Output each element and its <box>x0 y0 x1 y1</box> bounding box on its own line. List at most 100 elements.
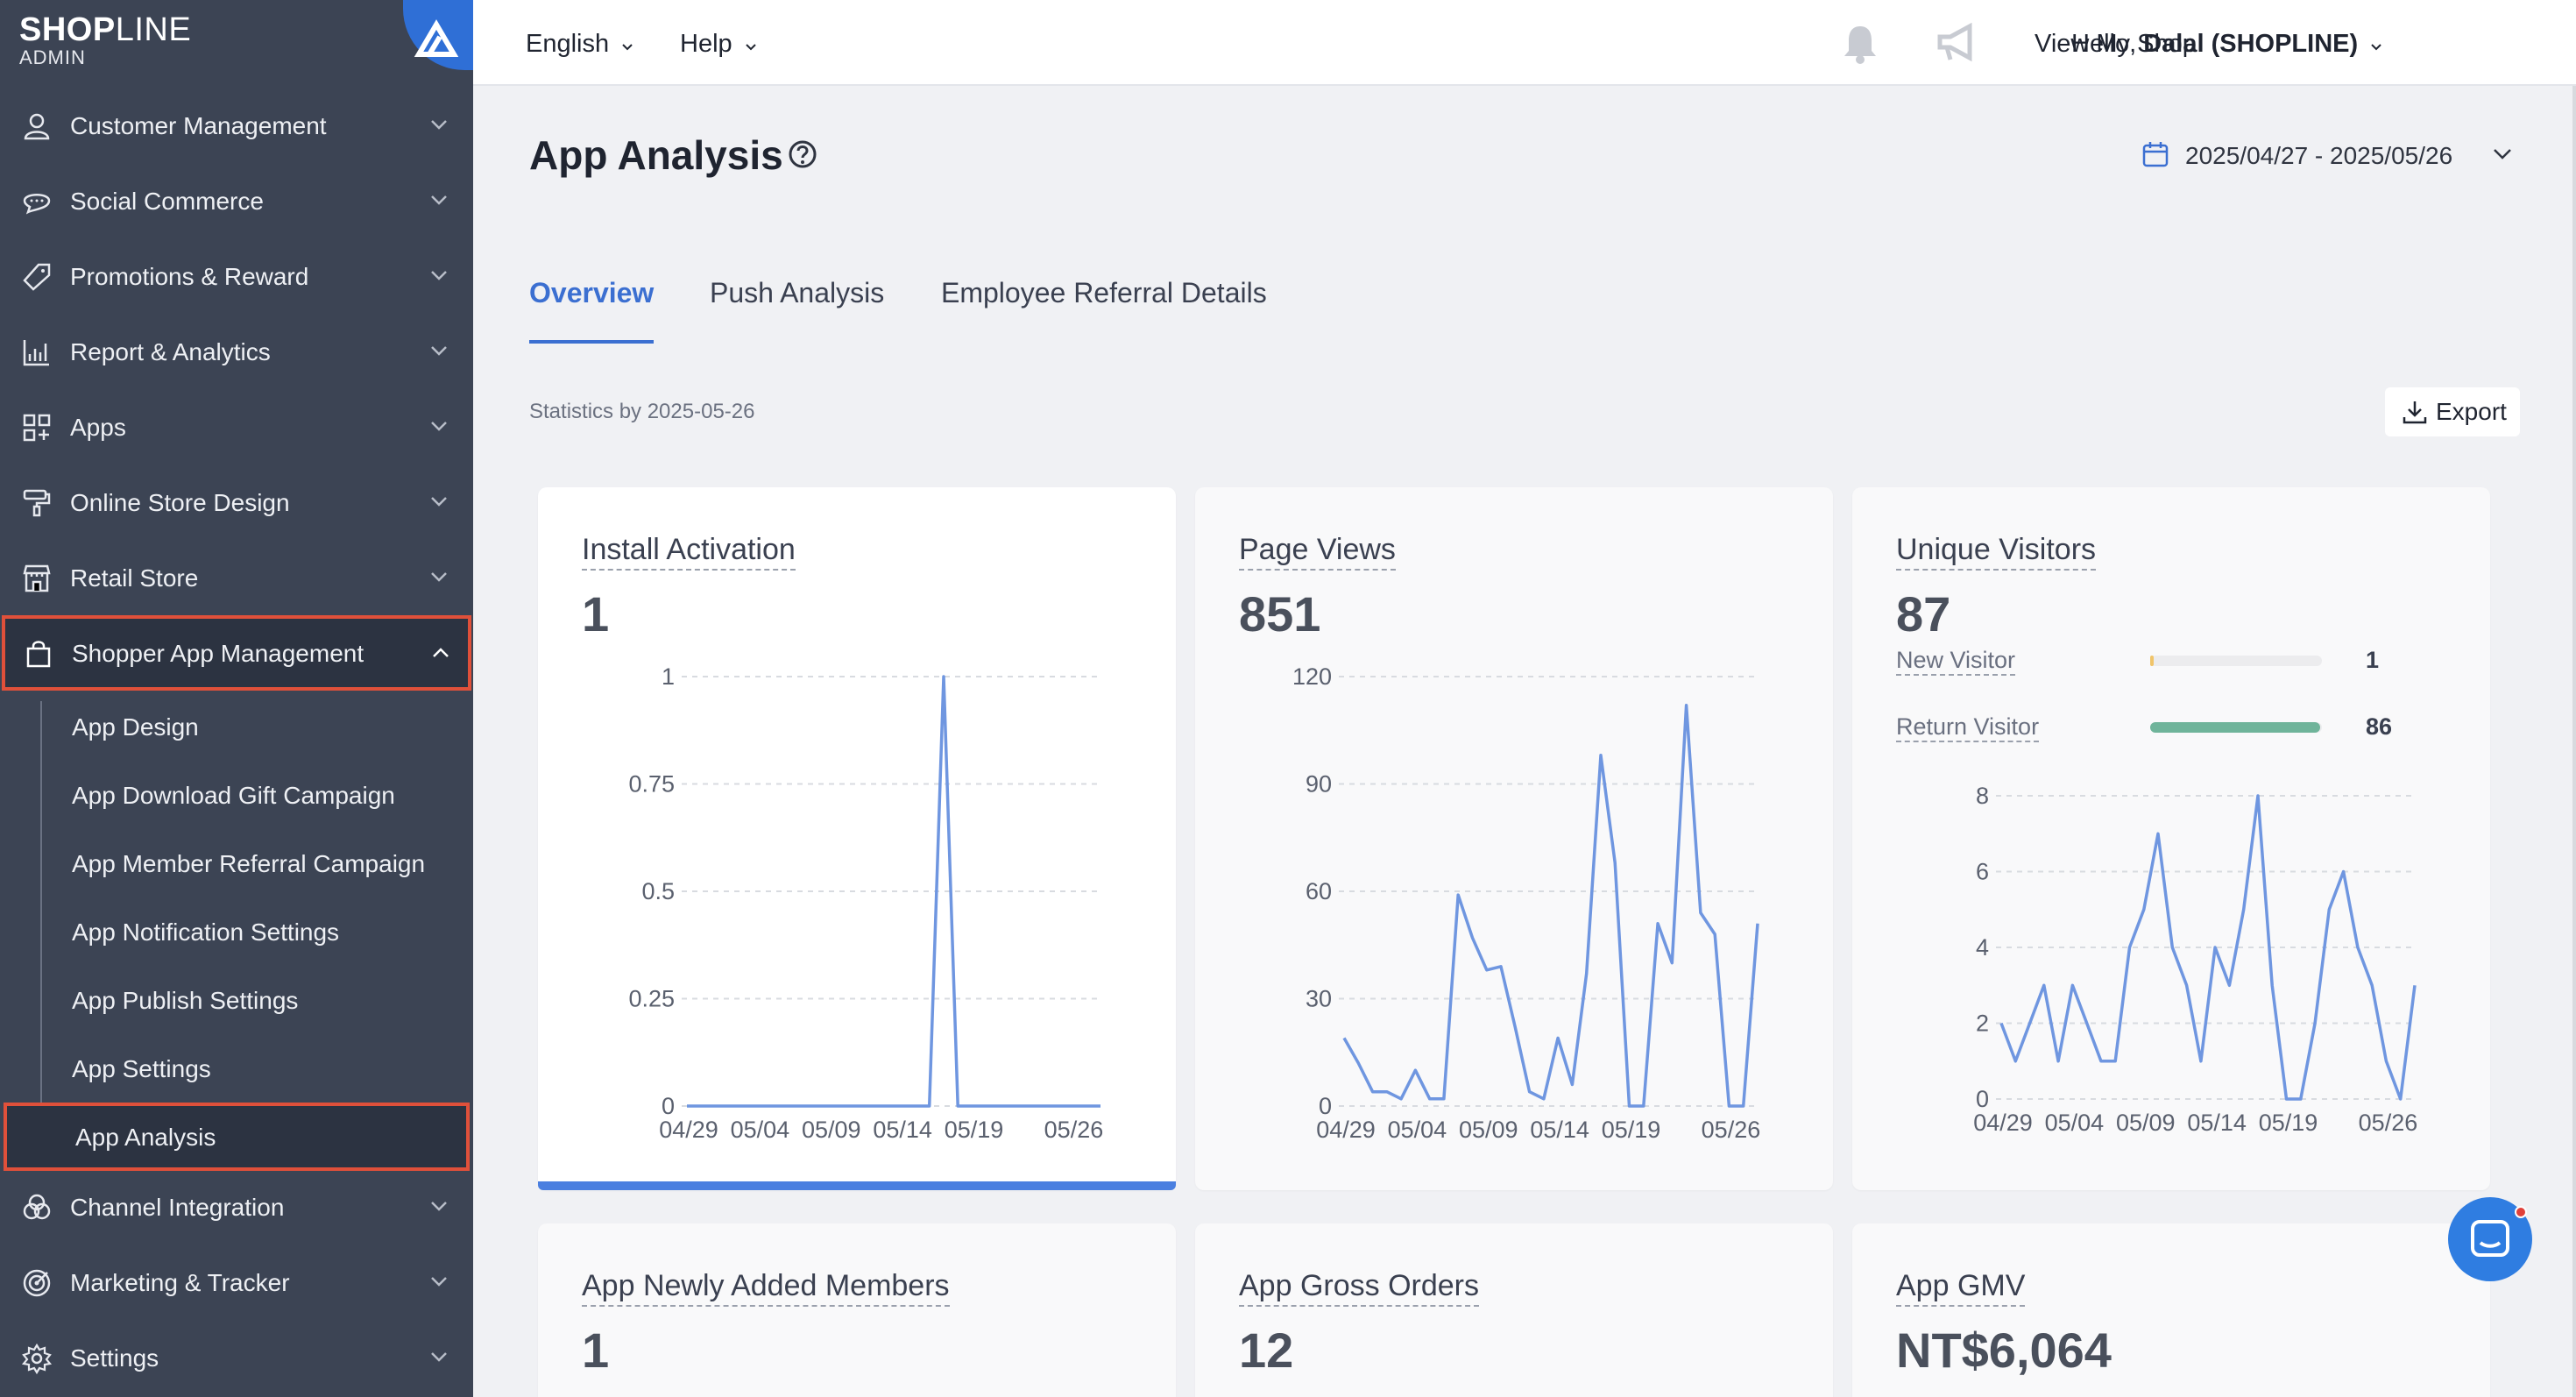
submenu-item-app-design[interactable]: App Design <box>0 692 473 761</box>
x-tick-label: 05/09 <box>802 1117 861 1143</box>
sidebar-item-channel-integration[interactable]: Channel Integration <box>0 1169 473 1245</box>
card-title: App Gross Orders <box>1239 1269 1479 1307</box>
megaphone-icon[interactable] <box>1935 23 1984 65</box>
new-visitor-label: New Visitor <box>1896 647 2016 676</box>
chevron-down-icon <box>2494 149 2511 160</box>
y-tick-label: 0.5 <box>641 878 675 904</box>
y-tick-label: 0 <box>1976 1086 1989 1112</box>
channels-icon <box>23 1194 51 1220</box>
install-activation-card[interactable]: Install Activation 1 0 0.25 0.5 0.75 1 04/29 0… <box>538 487 1176 1190</box>
chevron-down-icon <box>431 120 447 130</box>
submenu-item-label: App Analysis <box>75 1124 216 1151</box>
tab-overview[interactable]: Overview <box>529 277 655 308</box>
y-tick-label: 8 <box>1976 783 1989 809</box>
submenu-item-label: App Notification Settings <box>72 918 340 946</box>
x-tick-label: 05/14 <box>1530 1117 1589 1143</box>
sidebar-item-online-store-design[interactable]: Online Store Design <box>0 464 473 540</box>
tab-push-analysis[interactable]: Push Analysis <box>710 277 885 308</box>
sidebar-item-customer-management[interactable]: Customer Management <box>0 88 473 163</box>
chat-icon <box>2471 1220 2509 1257</box>
mountain-logo-icon <box>414 19 459 57</box>
calendar-icon <box>2142 142 2169 167</box>
question-circle-icon[interactable] <box>787 138 818 170</box>
gear-icon <box>21 1343 53 1374</box>
return-visitor-bar-fill <box>2150 722 2320 733</box>
submenu-item-label: App Download Gift Campaign <box>72 782 395 809</box>
help-label: Help <box>680 30 732 58</box>
x-tick-label: 05/19 <box>945 1117 1004 1143</box>
submenu-item-app-analysis[interactable]: App Analysis <box>4 1103 470 1171</box>
view-my-shop-link[interactable]: View My Shop <box>2035 30 2197 58</box>
page-views-card[interactable]: Page Views 851 0 30 60 90 120 04/29 05/04 05/09… <box>1195 487 1833 1190</box>
sidebar-item-promotions-and-reward[interactable]: Promotions & Reward <box>0 238 473 314</box>
return-visitor-value: 86 <box>2366 713 2393 740</box>
new-visitor-bar-fill <box>2150 656 2154 666</box>
top-bar: English Help View My Shop Hello, Dalal (… <box>473 0 2576 86</box>
submenu-item-app-download-gift-campaign[interactable]: App Download Gift Campaign <box>0 761 473 829</box>
sidebar-item-apps[interactable]: Apps <box>0 389 473 464</box>
x-tick-label: 05/26 <box>1702 1117 1761 1143</box>
page-views-chart: 0 30 60 90 120 04/29 05/04 05/09 05/14 05/19 05/26 <box>1292 663 1761 1143</box>
sidebar-item-retail-store[interactable]: Retail Store <box>0 540 473 615</box>
y-tick-label: 2 <box>1976 1011 1989 1037</box>
sidebar-item-marketing-and-tracker[interactable]: Marketing & Tracker <box>0 1245 473 1320</box>
tab-employee-referral-details[interactable]: Employee Referral Details <box>941 277 1267 308</box>
card-title: Install Activation <box>582 533 796 571</box>
shopline-logo[interactable]: SHOPLINE ADMIN <box>19 12 191 68</box>
chevron-down-icon <box>431 195 447 205</box>
help-menu[interactable]: Help <box>680 30 757 59</box>
user-name: Dalal (SHOPLINE) <box>2143 30 2359 58</box>
card-value: 1 <box>582 586 610 642</box>
submenu-item-app-notification-settings[interactable]: App Notification Settings <box>0 897 473 966</box>
x-tick-label: 05/19 <box>2259 1110 2318 1136</box>
card-value: NT$6,064 <box>1896 1323 2112 1378</box>
card-value: 1 <box>582 1323 610 1378</box>
x-tick-label: 05/14 <box>2187 1110 2247 1136</box>
bell-icon[interactable] <box>1840 23 1880 65</box>
x-tick-label: 05/04 <box>731 1117 790 1143</box>
sidebar-item-label: Report & Analytics <box>70 338 271 365</box>
x-tick-label: 05/26 <box>1044 1117 1104 1143</box>
bar-chart-icon <box>23 340 49 366</box>
export-button[interactable]: Export <box>2385 387 2520 436</box>
chevron-up-icon <box>433 648 449 657</box>
sidebar-item-settings[interactable]: Settings <box>0 1320 473 1395</box>
y-tick-label: 0.25 <box>628 986 675 1012</box>
sidebar-item-social-commerce[interactable]: Social Commerce <box>0 163 473 238</box>
app-gross-orders-card[interactable]: App Gross Orders 12 <box>1195 1223 1833 1397</box>
x-tick-label: 05/09 <box>2116 1110 2176 1136</box>
x-tick-label: 05/19 <box>1602 1117 1661 1143</box>
new-visitor-bar <box>2150 656 2322 666</box>
series-line <box>687 675 1100 1108</box>
y-tick-label: 0 <box>1319 1093 1332 1119</box>
language-selector[interactable]: English <box>526 30 633 59</box>
submenu-item-app-settings[interactable]: App Settings <box>0 1034 473 1103</box>
series-line <box>1342 703 1759 1108</box>
chevron-down-icon <box>622 44 633 51</box>
y-tick-label: 90 <box>1306 771 1332 798</box>
submenu-item-label: App Settings <box>72 1055 211 1082</box>
submenu-item-app-member-referral-campaign[interactable]: App Member Referral Campaign <box>0 829 473 897</box>
sidebar-item-label: Settings <box>70 1344 159 1372</box>
apps-grid-icon <box>23 414 51 442</box>
series-line <box>1999 794 2417 1101</box>
app-newly-added-members-card[interactable]: App Newly Added Members 1 <box>538 1223 1176 1397</box>
sidebar-item-label: Customer Management <box>70 112 327 139</box>
scroll-edge <box>2572 86 2576 1397</box>
page-title: App Analysis <box>529 132 783 178</box>
submenu-item-app-publish-settings[interactable]: App Publish Settings <box>0 966 473 1034</box>
chevron-down-icon <box>431 572 447 582</box>
unique-visitors-card[interactable]: Unique Visitors 87 New Visitor 1 Return … <box>1852 487 2490 1190</box>
y-tick-label: 1 <box>662 663 675 690</box>
sidebar-item-shopper-app-management[interactable]: Shopper App Management <box>2 615 471 691</box>
app-gmv-card[interactable]: App GMV NT$6,064 <box>1852 1223 2490 1397</box>
x-tick-label: 04/29 <box>1316 1117 1376 1143</box>
sidebar-item-label: Channel Integration <box>70 1194 285 1221</box>
card-value: 851 <box>1239 586 1321 642</box>
sidebar-item-report-and-analytics[interactable]: Report & Analytics <box>0 314 473 389</box>
statistics-date: Statistics by 2025-05-26 <box>529 400 755 423</box>
return-visitor-bar <box>2150 722 2322 733</box>
x-tick-label: 04/29 <box>1973 1110 2033 1136</box>
sidebar-item-label: Social Commerce <box>70 188 264 215</box>
unique-visitors-chart: 0 2 4 6 8 04/29 05/04 05/09 05/14 05/19 05/26 <box>1973 783 2417 1136</box>
